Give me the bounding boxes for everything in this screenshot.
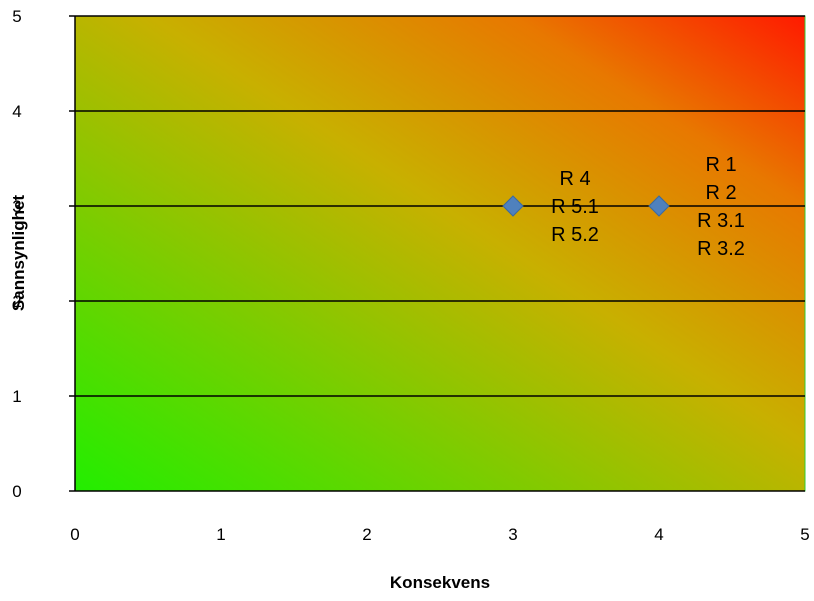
data-points [502, 195, 670, 217]
plot-area [74, 15, 806, 492]
y-axis-ticks: 0 1 2 3 4 5 [12, 7, 75, 501]
y-tick-label: 4 [12, 102, 21, 121]
y-tick-label: 5 [12, 7, 21, 26]
data-point-diamond [502, 195, 524, 217]
x-tick-label: 3 [508, 525, 517, 544]
x-axis-title: Konsekvens [390, 573, 490, 592]
point-label: R 3.1 [697, 210, 745, 232]
point-label: R 5.1 [551, 196, 599, 218]
x-axis-ticks: 0 1 2 3 4 5 [70, 525, 809, 544]
x-tick-label: 2 [362, 525, 371, 544]
point-label: R 1 [705, 154, 736, 176]
y-tick-label: 1 [12, 387, 21, 406]
y-tick-label: 2 [12, 292, 21, 311]
x-tick-label: 0 [70, 525, 79, 544]
point-labels: R 4 R 5.1 R 5.2 R 1 R 2 R 3.1 R 3.2 [551, 154, 745, 260]
point-label: R 3.2 [697, 238, 745, 260]
point-label: R 2 [705, 182, 736, 204]
y-tick-label: 3 [12, 197, 21, 216]
point-label: R 5.2 [551, 224, 599, 246]
axes [74, 16, 805, 492]
x-tick-label: 4 [654, 525, 663, 544]
x-tick-label: 5 [800, 525, 809, 544]
gridlines [75, 15, 805, 397]
x-tick-label: 1 [216, 525, 225, 544]
y-axis-title: Sannsynlighet [9, 195, 28, 312]
y-tick-label: 0 [12, 482, 21, 501]
data-point-diamond [648, 195, 670, 217]
point-label: R 4 [559, 168, 590, 190]
